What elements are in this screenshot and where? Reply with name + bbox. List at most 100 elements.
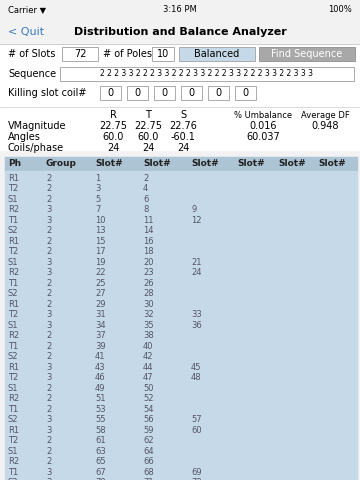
Text: 57: 57 bbox=[191, 415, 202, 424]
Bar bbox=[235, 86, 256, 100]
Text: S2: S2 bbox=[8, 415, 18, 424]
Text: 3: 3 bbox=[95, 184, 100, 193]
Text: R1: R1 bbox=[8, 300, 19, 309]
Text: 100%: 100% bbox=[328, 5, 352, 14]
Bar bbox=[154, 86, 175, 100]
Text: 56: 56 bbox=[143, 415, 154, 424]
Text: 60.0: 60.0 bbox=[102, 132, 124, 142]
Text: S2: S2 bbox=[8, 226, 18, 235]
Text: 20: 20 bbox=[143, 258, 153, 267]
Text: 2: 2 bbox=[46, 384, 51, 393]
Text: 2: 2 bbox=[46, 300, 51, 309]
Text: 60: 60 bbox=[191, 426, 202, 435]
Text: 3: 3 bbox=[46, 373, 51, 382]
Text: 34: 34 bbox=[95, 321, 105, 330]
Text: 10: 10 bbox=[95, 216, 105, 225]
Text: 42: 42 bbox=[143, 352, 153, 361]
Text: S1: S1 bbox=[8, 195, 18, 204]
Text: 2: 2 bbox=[46, 447, 51, 456]
Text: 33: 33 bbox=[191, 310, 202, 319]
Text: Killing slot coil#: Killing slot coil# bbox=[8, 88, 86, 98]
Text: T1: T1 bbox=[8, 342, 18, 351]
Text: 13: 13 bbox=[95, 226, 105, 235]
Text: 50: 50 bbox=[143, 384, 153, 393]
Text: 59: 59 bbox=[143, 426, 153, 435]
Bar bbox=[181, 86, 202, 100]
Text: 24: 24 bbox=[177, 143, 189, 153]
Bar bbox=[0, 20, 360, 44]
Text: 2: 2 bbox=[46, 174, 51, 183]
Text: 38: 38 bbox=[143, 331, 154, 340]
Text: 28: 28 bbox=[143, 289, 154, 298]
Bar bbox=[60, 67, 354, 81]
Text: -60.1: -60.1 bbox=[171, 132, 195, 142]
Text: S2: S2 bbox=[8, 352, 18, 361]
Bar bbox=[100, 86, 121, 100]
Text: 68: 68 bbox=[143, 468, 154, 477]
Text: 19: 19 bbox=[95, 258, 105, 267]
Text: 53: 53 bbox=[95, 405, 105, 414]
Text: 43: 43 bbox=[95, 363, 105, 372]
Text: 46: 46 bbox=[95, 373, 105, 382]
Text: 65: 65 bbox=[95, 457, 105, 466]
Text: R1: R1 bbox=[8, 174, 19, 183]
Text: Average DF: Average DF bbox=[301, 110, 349, 120]
Text: 3: 3 bbox=[46, 321, 51, 330]
Text: Angles: Angles bbox=[8, 132, 41, 142]
Text: T1: T1 bbox=[8, 279, 18, 288]
Text: 2: 2 bbox=[46, 342, 51, 351]
Text: 47: 47 bbox=[143, 373, 154, 382]
Text: 15: 15 bbox=[95, 237, 105, 246]
Text: 2: 2 bbox=[46, 436, 51, 445]
Text: 41: 41 bbox=[95, 352, 105, 361]
Text: 29: 29 bbox=[95, 300, 105, 309]
Text: T1: T1 bbox=[8, 216, 18, 225]
Text: 70: 70 bbox=[95, 478, 105, 480]
Text: 14: 14 bbox=[143, 226, 153, 235]
Text: T1: T1 bbox=[8, 468, 18, 477]
Text: 8: 8 bbox=[143, 205, 148, 214]
Text: 3: 3 bbox=[46, 205, 51, 214]
Bar bbox=[5, 171, 357, 480]
Text: R: R bbox=[109, 110, 116, 120]
Text: Slot#: Slot# bbox=[237, 159, 265, 168]
Text: R1: R1 bbox=[8, 237, 19, 246]
Text: Carrier ▼: Carrier ▼ bbox=[8, 5, 46, 14]
Text: 11: 11 bbox=[143, 216, 153, 225]
Text: Slot#: Slot# bbox=[318, 159, 346, 168]
Text: Ph: Ph bbox=[8, 159, 21, 168]
Text: 3: 3 bbox=[46, 310, 51, 319]
Text: 72: 72 bbox=[191, 478, 202, 480]
Text: Slot#: Slot# bbox=[278, 159, 306, 168]
Text: 22.75: 22.75 bbox=[99, 121, 127, 131]
Text: 60.0: 60.0 bbox=[137, 132, 159, 142]
Text: R2: R2 bbox=[8, 331, 19, 340]
Text: 2: 2 bbox=[46, 226, 51, 235]
Text: T1: T1 bbox=[8, 405, 18, 414]
Text: 60.037: 60.037 bbox=[246, 132, 280, 142]
Text: 2: 2 bbox=[46, 195, 51, 204]
Text: 6: 6 bbox=[143, 195, 148, 204]
Text: Slot#: Slot# bbox=[191, 159, 219, 168]
Text: 3: 3 bbox=[46, 478, 51, 480]
Text: 39: 39 bbox=[95, 342, 105, 351]
Text: 2: 2 bbox=[46, 184, 51, 193]
Text: R2: R2 bbox=[8, 394, 19, 403]
Text: 58: 58 bbox=[95, 426, 105, 435]
Text: 27: 27 bbox=[95, 289, 105, 298]
Text: 1: 1 bbox=[95, 174, 100, 183]
Text: 22.76: 22.76 bbox=[169, 121, 197, 131]
Text: 0: 0 bbox=[134, 88, 140, 98]
Text: 3:16 PM: 3:16 PM bbox=[163, 5, 197, 14]
Text: 22: 22 bbox=[95, 268, 105, 277]
Text: 0: 0 bbox=[107, 88, 113, 98]
Text: 7: 7 bbox=[95, 205, 100, 214]
Text: 49: 49 bbox=[95, 384, 105, 393]
Text: 63: 63 bbox=[95, 447, 106, 456]
Text: 17: 17 bbox=[95, 247, 105, 256]
Text: 2: 2 bbox=[46, 279, 51, 288]
Text: 23: 23 bbox=[143, 268, 154, 277]
Text: T2: T2 bbox=[8, 184, 18, 193]
Text: 25: 25 bbox=[95, 279, 105, 288]
Text: 24: 24 bbox=[191, 268, 202, 277]
